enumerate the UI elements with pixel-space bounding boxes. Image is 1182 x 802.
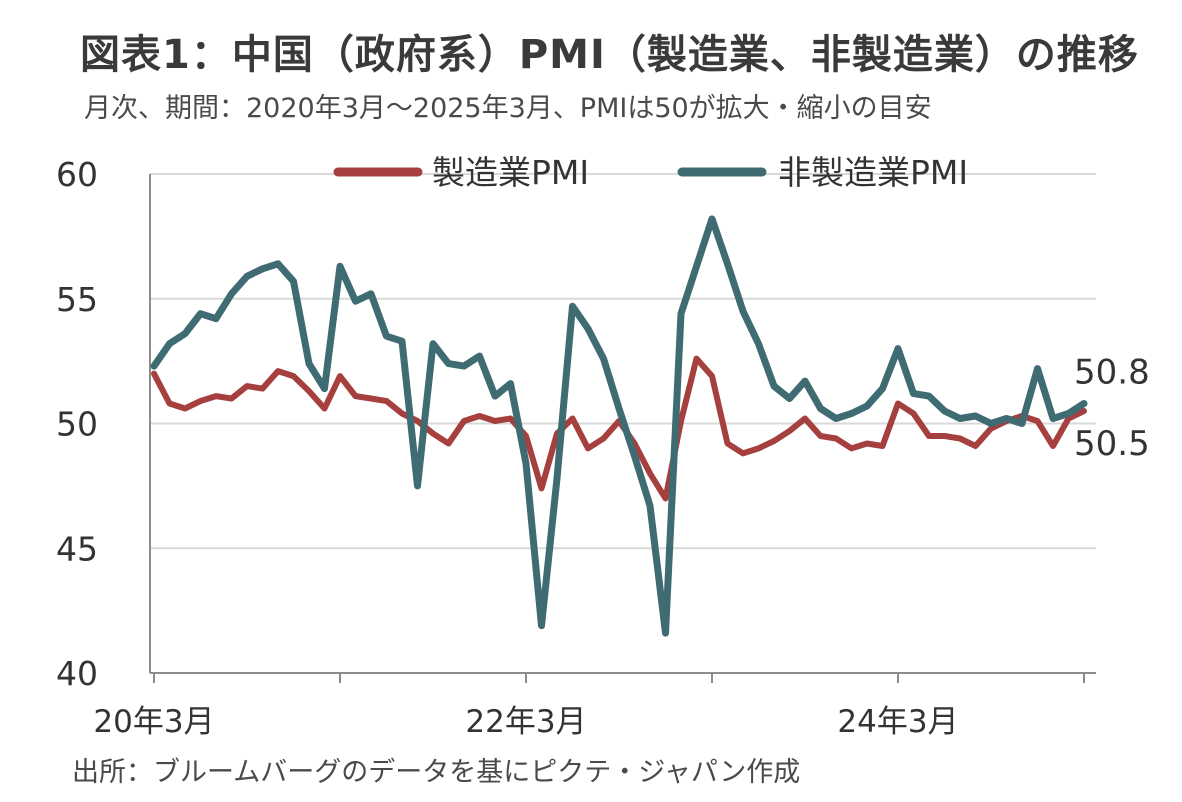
x-tick-label-2020-03: 20年3月: [93, 704, 214, 740]
legend-label-manufacturing: 製造業PMI: [432, 153, 589, 192]
end-value-labels: 50.8 50.5: [1074, 353, 1150, 464]
y-tick-label-60: 60: [56, 155, 98, 194]
chart-title: 図表1：中国（政府系）PMI（製造業、非製造業）の推移: [80, 32, 1139, 78]
series-line-non-manufacturing: [150, 215, 1088, 637]
legend: 製造業PMI 非製造業PMI: [333, 153, 968, 192]
x-tick-label-2022-03: 22年3月: [465, 704, 586, 740]
series-lines: [150, 215, 1088, 637]
y-tick-label-50: 50: [56, 405, 98, 444]
gridlines: [150, 173, 1096, 550]
legend-label-non-manufacturing: 非製造業PMI: [778, 153, 968, 192]
y-tick-label-40: 40: [56, 654, 98, 693]
chart-subtitle: 月次、期間：2020年3月～2025年3月、PMIは50が拡大・縮小の目安: [84, 93, 932, 124]
end-label-non-manufacturing: 50.8: [1074, 353, 1150, 393]
axes: 40 45 50 55 60 20年3月 22年3月 24年3月: [56, 155, 1096, 740]
end-label-manufacturing: 50.5: [1074, 424, 1150, 464]
y-tick-label-45: 45: [56, 529, 98, 568]
y-tick-label-55: 55: [56, 280, 98, 319]
series-line-manufacturing: [151, 355, 1087, 502]
source-note: 出所：ブルームバーグのデータを基にピクテ・ジャパン作成: [72, 757, 801, 788]
x-tick-label-2024-03: 24年3月: [837, 704, 958, 740]
